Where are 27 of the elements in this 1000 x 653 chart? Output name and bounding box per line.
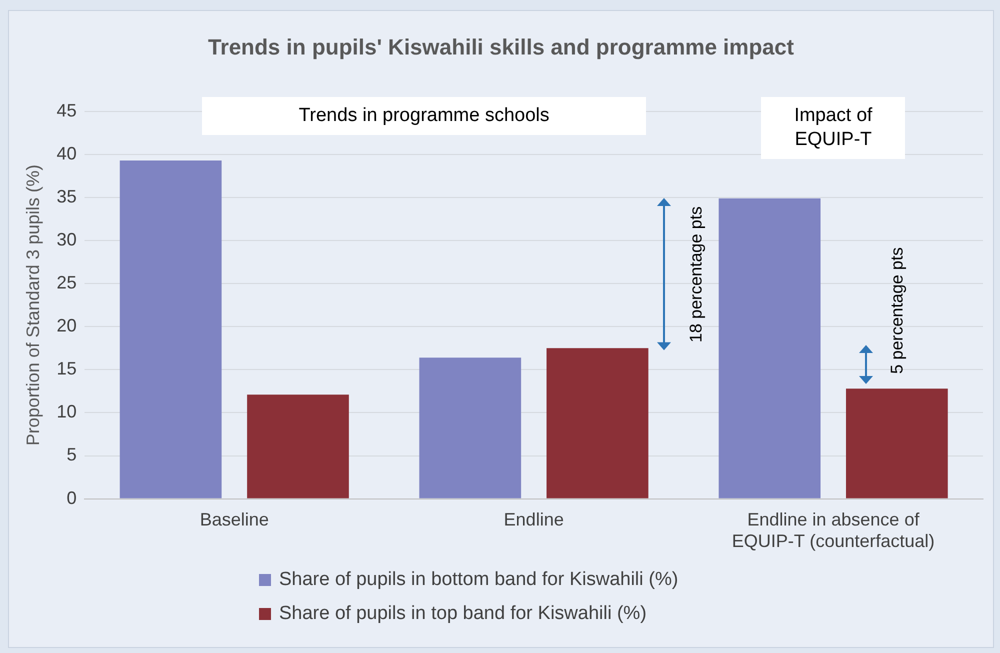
legend-label: Share of pupils in top band for Kiswahili (%) bbox=[279, 603, 647, 625]
bar bbox=[247, 394, 349, 498]
bar bbox=[546, 348, 648, 498]
y-tick-label: 5 bbox=[66, 444, 77, 465]
annotation: 5 percentage pts bbox=[888, 247, 907, 374]
chart-title: Trends in pupils' Kiswahili skills and programme impact bbox=[208, 34, 795, 60]
legend-label: Share of pupils in bottom band for Kiswahili (%) bbox=[279, 569, 678, 591]
y-tick-label: 20 bbox=[56, 316, 77, 336]
x-tick-label: Endline bbox=[504, 510, 564, 530]
y-tick-label: 25 bbox=[56, 272, 77, 293]
y-tick-label: 0 bbox=[66, 488, 77, 508]
annotation: 18 percentage pts bbox=[686, 206, 706, 343]
bar bbox=[846, 388, 948, 498]
y-axis-title: Proportion of Standard 3 pupils (%) bbox=[22, 164, 43, 446]
y-tick-label: 35 bbox=[56, 186, 77, 206]
y-tick-label: 15 bbox=[56, 358, 77, 379]
y-tick-label: 10 bbox=[56, 402, 77, 422]
bar bbox=[718, 198, 821, 498]
text-box: Impact of EQUIP-T bbox=[761, 97, 906, 160]
y-tick-label: 40 bbox=[56, 143, 77, 164]
x-tick-label: Endline in absence of EQUIP-T (counterfactual) bbox=[732, 510, 935, 552]
bar bbox=[419, 358, 522, 498]
text-box: Trends in programme schools bbox=[202, 97, 646, 136]
y-tick-label: 30 bbox=[56, 230, 77, 250]
y-tick-label: 45 bbox=[56, 100, 77, 120]
bar bbox=[120, 160, 222, 498]
x-tick-label: Baseline bbox=[200, 510, 269, 530]
